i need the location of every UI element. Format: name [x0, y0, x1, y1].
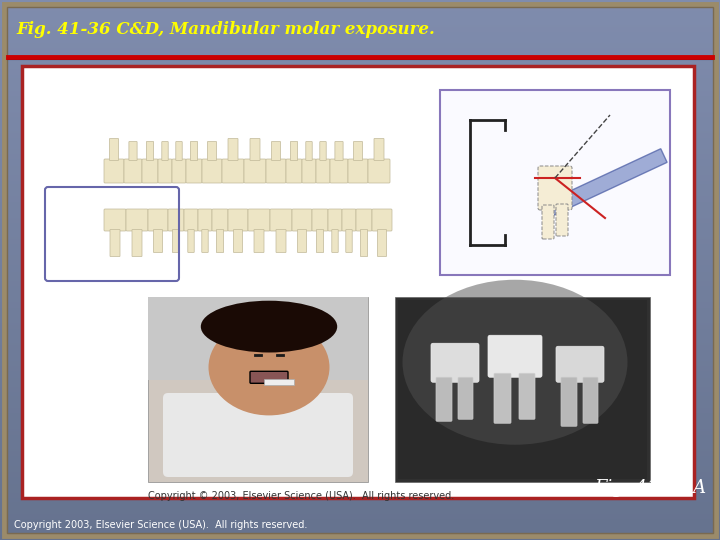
FancyBboxPatch shape	[346, 230, 352, 253]
FancyBboxPatch shape	[330, 159, 348, 183]
FancyBboxPatch shape	[129, 141, 137, 160]
FancyBboxPatch shape	[290, 141, 297, 160]
FancyBboxPatch shape	[222, 159, 244, 183]
FancyBboxPatch shape	[172, 230, 180, 253]
FancyBboxPatch shape	[271, 141, 281, 160]
FancyBboxPatch shape	[542, 205, 554, 239]
FancyBboxPatch shape	[168, 209, 184, 231]
FancyBboxPatch shape	[216, 230, 224, 253]
FancyBboxPatch shape	[233, 230, 243, 253]
FancyBboxPatch shape	[332, 230, 338, 253]
FancyBboxPatch shape	[124, 159, 142, 183]
Text: Copyright © 2003, Elsevier Science (USA).  All rights reserved.: Copyright © 2003, Elsevier Science (USA)…	[148, 491, 454, 501]
FancyBboxPatch shape	[342, 209, 356, 231]
FancyBboxPatch shape	[316, 159, 330, 183]
FancyBboxPatch shape	[583, 377, 598, 423]
FancyBboxPatch shape	[297, 230, 307, 253]
FancyBboxPatch shape	[212, 209, 228, 231]
FancyBboxPatch shape	[104, 159, 124, 183]
FancyBboxPatch shape	[292, 209, 312, 231]
FancyBboxPatch shape	[556, 204, 568, 236]
Text: Copyright 2003, Elsevier Science (USA).  All rights reserved.: Copyright 2003, Elsevier Science (USA). …	[14, 520, 307, 530]
FancyBboxPatch shape	[270, 209, 292, 231]
FancyBboxPatch shape	[104, 209, 126, 231]
FancyBboxPatch shape	[163, 393, 353, 477]
FancyBboxPatch shape	[228, 209, 248, 231]
FancyBboxPatch shape	[172, 159, 186, 183]
FancyBboxPatch shape	[188, 230, 194, 253]
FancyBboxPatch shape	[250, 138, 260, 160]
FancyBboxPatch shape	[312, 209, 328, 231]
Bar	[395, 297, 650, 482]
Bar	[264, 379, 294, 386]
FancyBboxPatch shape	[248, 209, 270, 231]
Bar	[440, 90, 670, 275]
FancyBboxPatch shape	[148, 209, 168, 231]
Ellipse shape	[201, 301, 337, 353]
FancyBboxPatch shape	[153, 230, 163, 253]
FancyBboxPatch shape	[162, 141, 168, 160]
FancyBboxPatch shape	[488, 335, 542, 377]
FancyBboxPatch shape	[266, 159, 286, 183]
FancyBboxPatch shape	[519, 373, 535, 419]
FancyBboxPatch shape	[458, 377, 473, 419]
FancyBboxPatch shape	[377, 230, 387, 256]
FancyBboxPatch shape	[306, 141, 312, 160]
FancyBboxPatch shape	[276, 230, 286, 253]
FancyBboxPatch shape	[250, 372, 288, 383]
FancyBboxPatch shape	[244, 159, 266, 183]
Text: Fig. 41-36 A: Fig. 41-36 A	[594, 479, 706, 497]
FancyBboxPatch shape	[556, 346, 604, 382]
FancyBboxPatch shape	[254, 230, 264, 253]
Bar	[148, 297, 368, 380]
FancyBboxPatch shape	[316, 230, 324, 253]
FancyBboxPatch shape	[202, 230, 208, 253]
FancyBboxPatch shape	[320, 141, 326, 160]
Ellipse shape	[402, 280, 628, 445]
FancyBboxPatch shape	[494, 373, 511, 423]
FancyBboxPatch shape	[436, 377, 452, 421]
FancyBboxPatch shape	[202, 159, 222, 183]
FancyBboxPatch shape	[372, 209, 392, 231]
FancyBboxPatch shape	[431, 343, 479, 382]
FancyBboxPatch shape	[374, 138, 384, 160]
FancyBboxPatch shape	[228, 138, 238, 160]
FancyBboxPatch shape	[207, 141, 217, 160]
FancyBboxPatch shape	[198, 209, 212, 231]
FancyBboxPatch shape	[538, 166, 572, 210]
FancyBboxPatch shape	[176, 141, 182, 160]
FancyBboxPatch shape	[190, 141, 198, 160]
FancyBboxPatch shape	[286, 159, 302, 183]
Ellipse shape	[209, 319, 330, 415]
FancyBboxPatch shape	[110, 230, 120, 256]
FancyBboxPatch shape	[302, 159, 316, 183]
FancyBboxPatch shape	[186, 159, 202, 183]
FancyBboxPatch shape	[146, 141, 153, 160]
Bar	[148, 297, 368, 482]
Polygon shape	[543, 148, 667, 217]
FancyBboxPatch shape	[348, 159, 368, 183]
Text: Fig. 41-36 C&D, Mandibular molar exposure.: Fig. 41-36 C&D, Mandibular molar exposur…	[16, 22, 435, 38]
FancyBboxPatch shape	[368, 159, 390, 183]
FancyBboxPatch shape	[360, 230, 368, 256]
FancyBboxPatch shape	[354, 141, 363, 160]
FancyBboxPatch shape	[142, 159, 158, 183]
FancyBboxPatch shape	[356, 209, 372, 231]
FancyBboxPatch shape	[561, 377, 577, 426]
Bar	[398, 300, 647, 479]
FancyBboxPatch shape	[109, 138, 119, 160]
FancyBboxPatch shape	[335, 141, 343, 160]
FancyBboxPatch shape	[132, 230, 142, 256]
FancyBboxPatch shape	[328, 209, 342, 231]
FancyBboxPatch shape	[184, 209, 198, 231]
FancyBboxPatch shape	[158, 159, 172, 183]
FancyBboxPatch shape	[126, 209, 148, 231]
Bar	[22, 66, 694, 498]
